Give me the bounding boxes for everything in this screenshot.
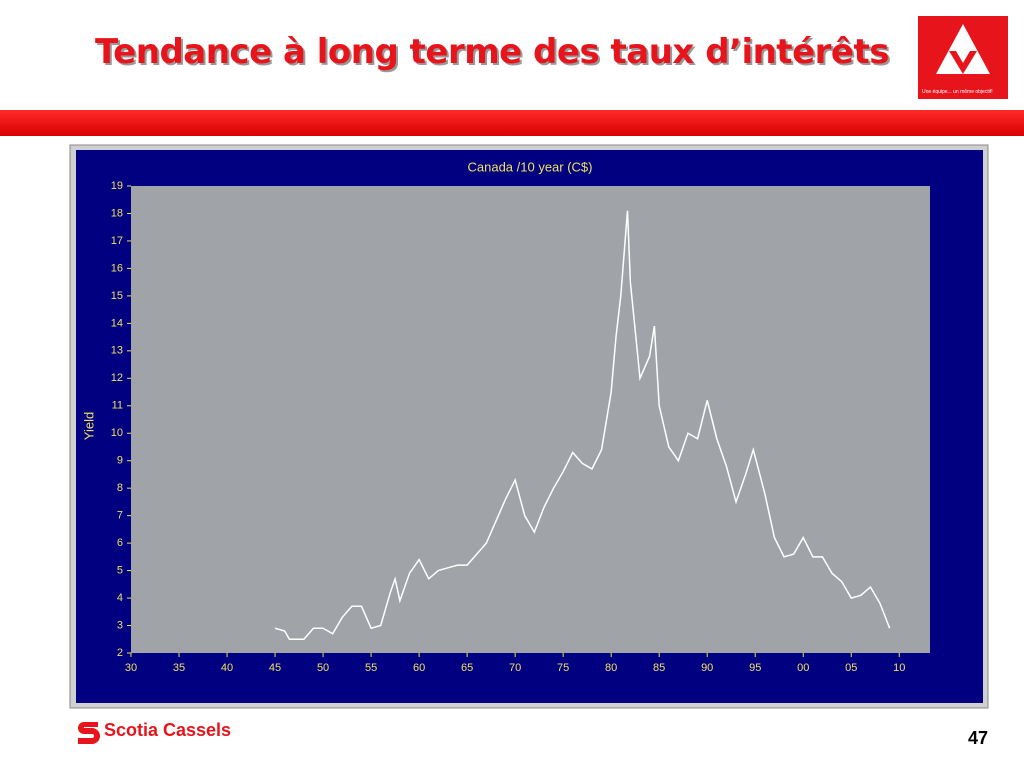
y-tick-label: 17 bbox=[111, 235, 123, 247]
x-tick-label: 10 bbox=[893, 662, 905, 674]
y-tick-label: 14 bbox=[111, 317, 123, 329]
x-tick-label: 45 bbox=[269, 662, 281, 674]
y-tick-label: 18 bbox=[111, 207, 123, 219]
y-tick-label: 12 bbox=[111, 372, 123, 384]
y-axis-label: Yield bbox=[81, 412, 96, 440]
brand-icon bbox=[78, 722, 100, 744]
y-tick-label: 6 bbox=[117, 537, 123, 549]
x-tick-label: 65 bbox=[461, 662, 473, 674]
plot-area bbox=[131, 186, 930, 653]
x-tick-label: 30 bbox=[125, 662, 137, 674]
x-tick-label: 35 bbox=[173, 662, 185, 674]
logo-mark bbox=[936, 24, 990, 74]
y-tick-label: 15 bbox=[111, 290, 123, 302]
x-tick-label: 70 bbox=[509, 662, 521, 674]
x-tick-label: 90 bbox=[701, 662, 713, 674]
x-tick-label: 75 bbox=[557, 662, 569, 674]
chart-title: Canada /10 year (C$) bbox=[467, 159, 592, 174]
y-tick-label: 13 bbox=[111, 345, 123, 357]
logo-tagline: Une équipe... un même objectif! bbox=[922, 89, 993, 95]
slide-title: Tendance à long terme des taux d’intérêt… bbox=[95, 32, 889, 72]
x-tick-label: 40 bbox=[221, 662, 233, 674]
y-tick-label: 16 bbox=[111, 262, 123, 274]
data-line bbox=[274, 210, 891, 641]
y-tick-label: 11 bbox=[112, 400, 123, 412]
x-tick-label: 85 bbox=[653, 662, 665, 674]
x-tick-label: 80 bbox=[605, 662, 617, 674]
logo: Une équipe... un même objectif! bbox=[918, 16, 1008, 99]
y-tick-label: 8 bbox=[117, 482, 123, 494]
x-tick-label: 05 bbox=[845, 662, 857, 674]
y-tick-label: 4 bbox=[117, 592, 123, 604]
y-tick-label: 7 bbox=[117, 510, 123, 522]
y-tick-label: 5 bbox=[117, 564, 123, 576]
x-tick-label: 60 bbox=[413, 662, 425, 674]
red-band bbox=[0, 110, 1024, 136]
y-tick-label: 9 bbox=[117, 455, 123, 467]
brand-name: Scotia Cassels bbox=[104, 720, 232, 740]
x-tick-label: 55 bbox=[365, 662, 377, 674]
x-tick-label: 00 bbox=[797, 662, 809, 674]
x-tick-label: 95 bbox=[749, 662, 761, 674]
y-tick-label: 19 bbox=[111, 180, 123, 192]
y-tick-label: 2 bbox=[117, 647, 123, 659]
x-tick-label: 50 bbox=[317, 662, 329, 674]
page-number: 47 bbox=[968, 728, 989, 748]
y-tick-label: 10 bbox=[111, 427, 123, 439]
y-tick-label: 3 bbox=[117, 619, 123, 631]
